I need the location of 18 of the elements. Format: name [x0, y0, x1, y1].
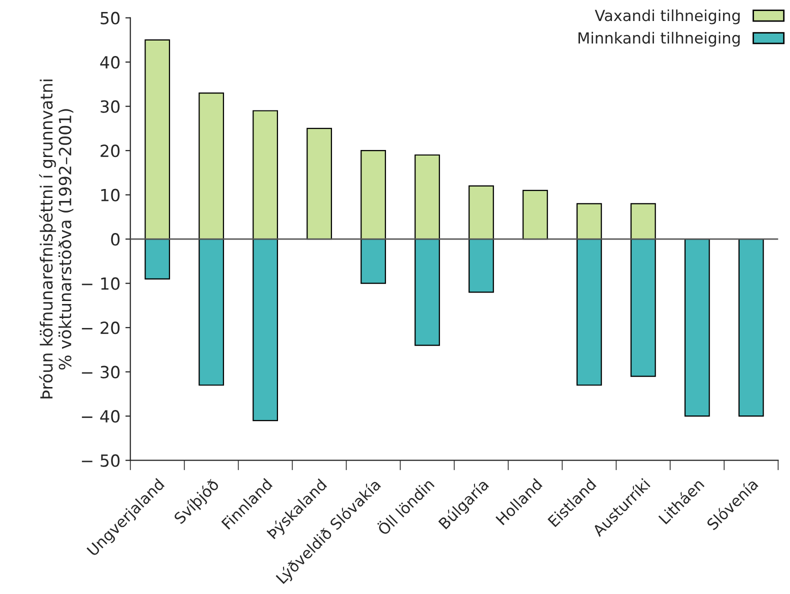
y-tick-label: − 30 [82, 366, 120, 378]
y-tick-label: − 40 [82, 410, 120, 423]
y-tick-label: − 10 [82, 277, 120, 290]
y-tick-label: 20 [100, 144, 120, 158]
y-tick-label: 30 [100, 100, 120, 113]
legend-label: Minnkandi tilhneiging [578, 32, 740, 47]
y-tick-label: 40 [100, 56, 120, 69]
bar [522, 190, 548, 240]
legend-label: Vaxandi tilhneiging [594, 9, 740, 24]
y-tick-label: 10 [101, 188, 120, 202]
y-tick-label: − 20 [82, 322, 120, 334]
bar [738, 238, 764, 417]
bar [684, 238, 710, 417]
y-tick-label: 50 [100, 12, 120, 24]
y-tick-label: 0 [111, 233, 120, 246]
y-tick-label: − 50 [82, 454, 120, 467]
bar [306, 128, 332, 240]
y-axis-title: Þróun köfnunarefnisþéttni í grunnvatni % vöktunarstöðva (1992–2001) [39, 80, 74, 398]
